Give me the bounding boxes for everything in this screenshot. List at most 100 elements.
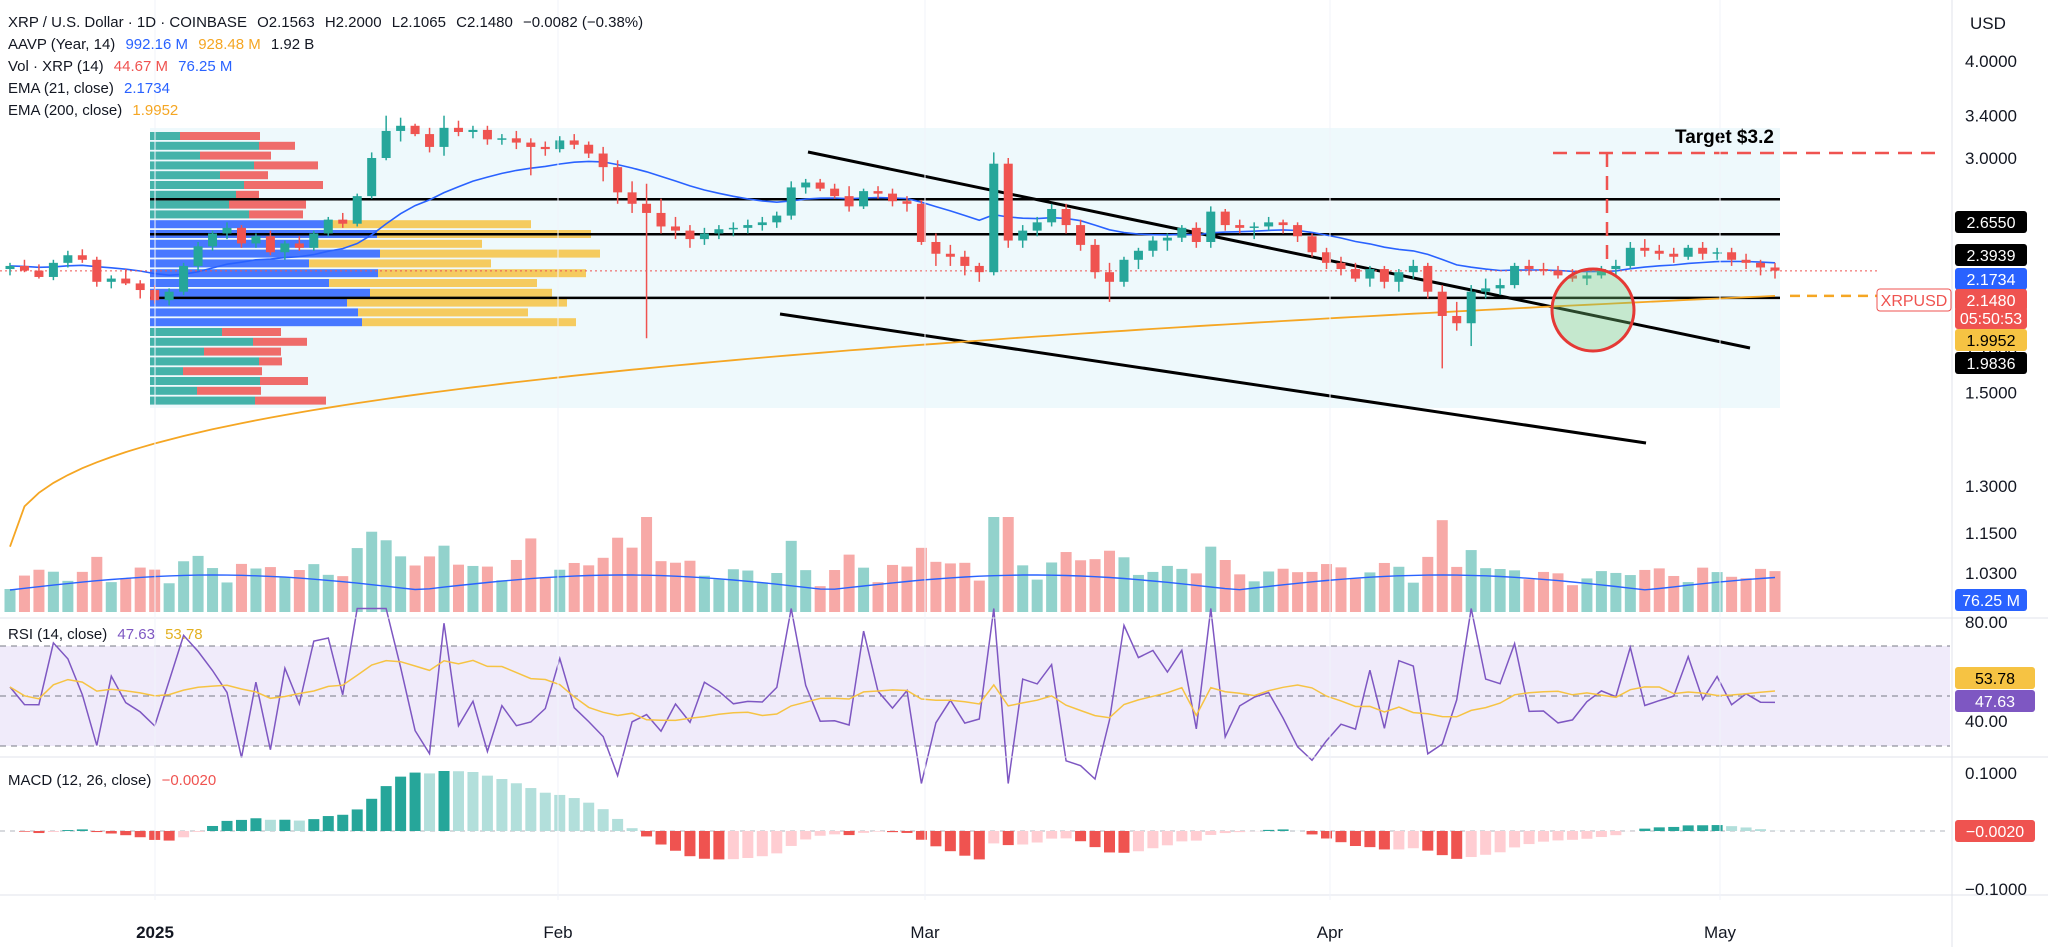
volume-bar [1653, 568, 1665, 612]
legend-macd[interactable]: MACD (12, 26, close) −0.0020 [8, 770, 222, 792]
macd-bar [1031, 831, 1043, 843]
rsi-ma-line [9, 659, 1776, 722]
macd-bar [250, 818, 262, 831]
macd-bar [221, 820, 233, 831]
legend-ema200[interactable]: EMA (200, close) 1.9952 [8, 100, 184, 122]
vol-v2: 76.25 M [178, 58, 233, 75]
volume-bar [120, 578, 132, 612]
volume-bar [496, 580, 508, 612]
volume-bar [366, 531, 378, 612]
legend-rsi[interactable]: RSI (14, close) 47.63 53.78 [8, 624, 209, 646]
legend-vol[interactable]: Vol · XRP (14) 44.67 M 76.25 M [8, 56, 238, 78]
candle-body [338, 219, 348, 224]
ema200-value: 1.9952 [132, 102, 179, 119]
profile-bar-down [180, 132, 260, 140]
profile-bar-down [249, 210, 303, 219]
macd-bar [424, 773, 436, 831]
volume-bar [1263, 571, 1275, 612]
volume-bar [1104, 550, 1116, 612]
macd-bar [1595, 831, 1607, 838]
volume-bar [1552, 573, 1564, 612]
volume-bar [800, 570, 812, 612]
price-tag-label: 76.25 M [1962, 593, 2020, 610]
profile-bar-up [150, 288, 370, 297]
macd-bar [1523, 831, 1535, 845]
macd-bar [76, 829, 88, 831]
macd-bar [800, 831, 812, 840]
y-tick-label: 1.0300 [1965, 564, 2017, 583]
y-tick-label: 3.4000 [1965, 107, 2017, 126]
macd-bar [1306, 831, 1318, 835]
volume-bar [887, 564, 898, 612]
macd-bar [1075, 831, 1087, 842]
volume-bar [91, 556, 103, 612]
macd-bar [1017, 831, 1029, 845]
volume-bar [250, 568, 262, 612]
candle-body [1756, 262, 1766, 268]
indicator-value-tag [1955, 820, 2035, 842]
volume-bar [583, 565, 595, 612]
volume-ma-line [9, 574, 1776, 591]
macd-bar [525, 788, 537, 831]
macd-bar [1480, 831, 1492, 855]
volume-bar [1378, 562, 1390, 612]
candle-body [1235, 225, 1245, 228]
macd-bar [568, 798, 580, 831]
macd-bar [163, 831, 175, 841]
candle-body [1596, 269, 1606, 276]
volume-bar [62, 580, 74, 612]
macd-bar [1277, 829, 1289, 831]
candle-body [1727, 252, 1737, 260]
volume-bar [1538, 571, 1550, 612]
volume-bar [380, 540, 392, 612]
price-tag-label: 2.3939 [1967, 248, 2016, 265]
volume-bar [626, 547, 638, 612]
volume-bar [395, 556, 407, 612]
profile-bar-up [150, 269, 378, 278]
candle-body [468, 129, 478, 132]
macd-bar [988, 831, 1000, 844]
macd-bar [1639, 828, 1651, 831]
price-tag [1955, 352, 2027, 374]
legend-aavp[interactable]: AAVP (Year, 14) 992.16 M 928.48 M 1.92 B [8, 34, 320, 56]
macd-label: MACD (12, 26, close) [8, 772, 152, 789]
macd-bar [337, 814, 349, 831]
price-tag-label: 05:50:53 [1960, 311, 2022, 328]
candle-body [1698, 247, 1708, 254]
candle-body [1524, 265, 1534, 270]
volume-bar [1219, 560, 1231, 612]
indicator-value-label: 47.63 [1975, 694, 2015, 711]
candle-body [699, 233, 709, 240]
volume-bar [698, 575, 710, 612]
candle-body [48, 262, 58, 277]
volume-bar [105, 582, 117, 612]
profile-bar-down [332, 220, 531, 229]
macd-bar [626, 828, 638, 831]
macd-bar [1494, 831, 1506, 853]
volume-bar [1234, 574, 1246, 612]
macd-tick-label: 0.1000 [1965, 764, 2017, 783]
currency-label[interactable]: USD [1970, 14, 2006, 33]
price-tag-label: XRPUSD [1881, 293, 1948, 310]
volume-bar [641, 517, 653, 612]
candle-body [222, 227, 232, 234]
candle-body [1090, 244, 1100, 273]
y-tick-label: 3.0000 [1965, 149, 2017, 168]
macd-bar [279, 819, 291, 831]
legend-ema21[interactable]: EMA (21, close) 2.1734 [8, 78, 176, 100]
candle-body [844, 196, 854, 207]
volume-bar [1668, 575, 1680, 612]
profile-bar-up [150, 328, 222, 336]
volume-bar [1075, 560, 1087, 612]
volume-bar [1335, 567, 1347, 612]
volume-bar [727, 569, 739, 612]
candle-body [34, 270, 44, 277]
candle-body [77, 255, 87, 260]
macd-bar [698, 831, 710, 859]
indicator-value-label: 53.78 [1975, 671, 2015, 688]
macd-bar [91, 831, 103, 833]
macd-bar [1161, 831, 1173, 846]
profile-bar-up [150, 161, 254, 170]
macd-bar [1653, 827, 1665, 831]
